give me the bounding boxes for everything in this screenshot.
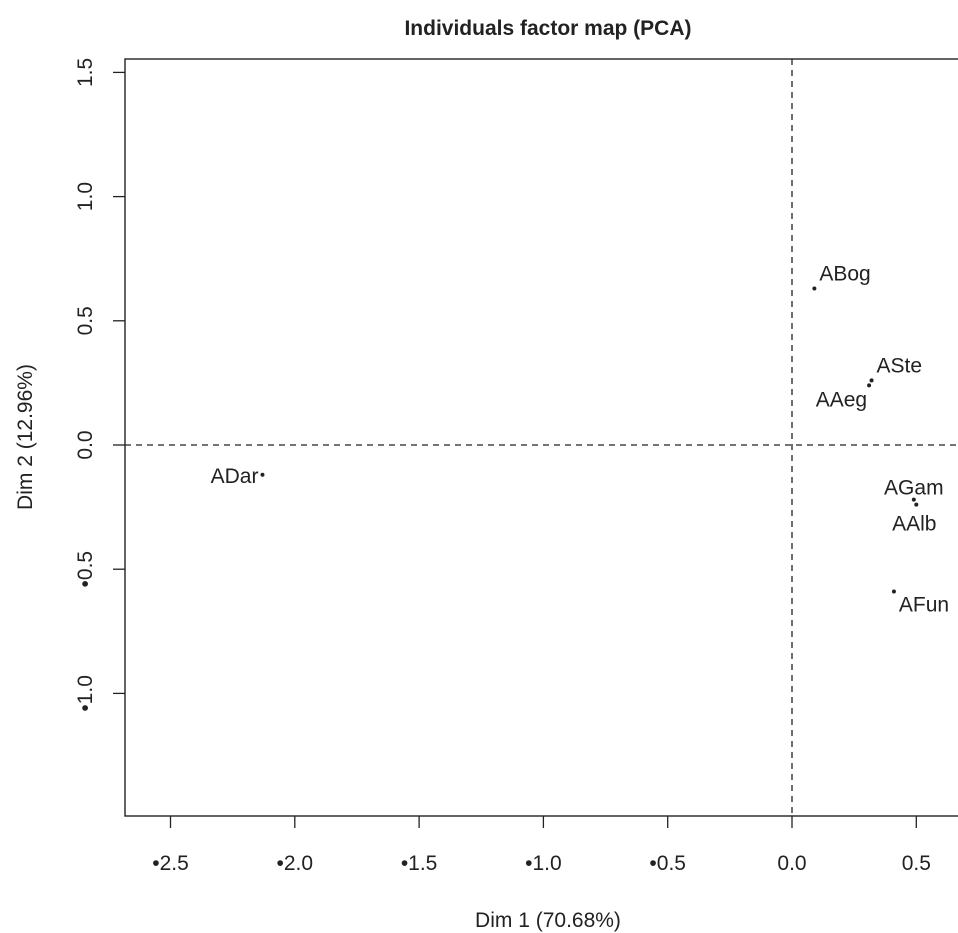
point-label: AGam: [884, 477, 944, 500]
point-label: AFun: [899, 594, 949, 617]
x-axis-title: Dim 1 (70.68%): [475, 909, 621, 932]
x-tick-label: 0.0: [777, 852, 806, 875]
y-axis-title: Dim 2 (12.96%): [14, 364, 37, 510]
x-tick-label: •2.0: [277, 852, 314, 875]
y-axis: •1.0 •0.5 0.0 0.5 1.0 1.5: [74, 58, 125, 712]
data-point: [914, 502, 919, 507]
y-tick-label: •1.0: [74, 675, 97, 712]
x-tick-label: •1.0: [525, 852, 562, 875]
x-axis: •2.5 •2.0 •1.5 •1.0 •0.5 0.0 0.5: [152, 816, 931, 875]
x-tick-label: 0.5: [902, 852, 931, 875]
data-point: [869, 378, 874, 383]
point-label: AAlb: [892, 513, 936, 536]
y-tick-label: 1.0: [74, 182, 97, 211]
point-label: AAeg: [816, 388, 867, 411]
y-tick-label: •0.5: [74, 551, 97, 588]
x-tick-label: •2.5: [152, 852, 189, 875]
x-tick-label: •1.5: [401, 852, 438, 875]
y-tick-label: 1.5: [74, 58, 97, 87]
data-point: [911, 497, 916, 502]
data-point: [891, 589, 896, 594]
point-label: ADar: [211, 465, 259, 488]
y-tick-label: 0.5: [74, 306, 97, 335]
reference-lines: [125, 59, 958, 816]
chart-title: Individuals factor map (PCA): [404, 17, 691, 40]
data-point: [867, 383, 872, 388]
data-points: ABog ASte AAeg ADar AGam AAlb AFun: [211, 263, 950, 617]
plot-frame: [124, 58, 958, 817]
x-tick-label: •0.5: [649, 852, 686, 875]
point-label: ASte: [877, 354, 923, 377]
y-tick-label: 0.0: [74, 430, 97, 459]
point-label: ABog: [819, 263, 870, 286]
data-point: [812, 286, 817, 291]
data-point: [260, 472, 265, 477]
